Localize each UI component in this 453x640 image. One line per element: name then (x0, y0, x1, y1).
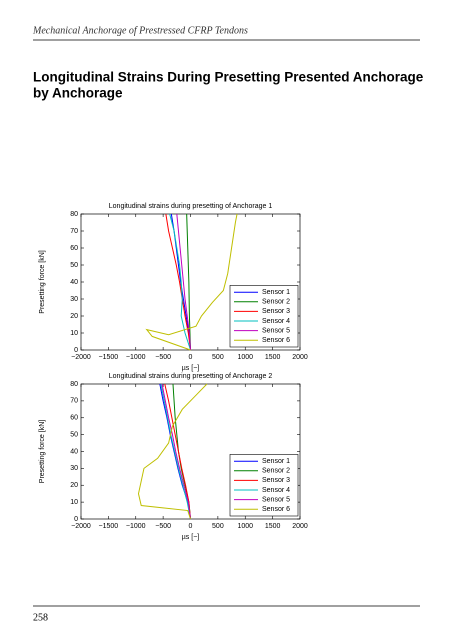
heading-line: by Anchorage (33, 86, 123, 101)
sensor-line (164, 383, 191, 520)
sensor-line (161, 383, 191, 520)
sensor-line (165, 213, 191, 351)
legend-label: Sensor 4 (262, 318, 290, 325)
x-tick-label: −500 (155, 354, 171, 361)
y-tick-label: 40 (70, 279, 78, 286)
y-tick-label: 50 (70, 262, 78, 269)
running-header: Mechanical Anchorage of Prestressed CFRP… (32, 25, 248, 36)
y-tick-label: 60 (70, 245, 78, 252)
x-tick-label: 2000 (292, 523, 308, 530)
x-tick-label: −1000 (126, 523, 146, 530)
y-tick-label: 60 (70, 415, 78, 422)
legend-label: Sensor 6 (262, 506, 290, 513)
legend-label: Sensor 3 (262, 308, 290, 315)
legend-box (229, 285, 299, 348)
legend-label: Sensor 5 (262, 496, 290, 503)
legend-label: Sensor 1 (262, 289, 290, 296)
y-tick-label: 10 (70, 330, 78, 337)
sensor-line (169, 213, 191, 351)
x-tick-label: 500 (212, 523, 224, 530)
y-tick-label: 50 (70, 431, 78, 438)
page-number: 258 (33, 612, 48, 623)
x-tick-label: 500 (212, 354, 224, 361)
sensor-line (160, 383, 191, 520)
x-tick-label: 1500 (265, 523, 281, 530)
sensor-line (145, 213, 238, 351)
y-tick-label: 70 (70, 398, 78, 405)
y-tick-label: 20 (70, 313, 78, 320)
y-tick-label: 80 (70, 381, 78, 388)
chart-title: Longitudinal strains during presetting o… (109, 203, 273, 210)
heading-line: Longitudinal Strains During Presetting P… (33, 70, 424, 85)
y-tick-label: 0 (74, 347, 78, 354)
x-tick-label: −2000 (71, 354, 91, 361)
legend-label: Sensor 2 (262, 299, 290, 306)
y-tick-label: 0 (74, 516, 78, 523)
legend-box (229, 454, 299, 517)
y-tick-label: 10 (70, 499, 78, 506)
legend-label: Sensor 2 (262, 468, 290, 475)
y-tick-label: 30 (70, 296, 78, 303)
x-tick-label: −1000 (126, 354, 146, 361)
legend-label: Sensor 6 (262, 337, 290, 344)
y-tick-label: 30 (70, 465, 78, 472)
x-tick-label: 0 (189, 354, 193, 361)
x-tick-label: −500 (155, 523, 171, 530)
x-axis-label: µs [−] (182, 534, 200, 541)
legend-label: Sensor 1 (262, 458, 290, 465)
y-axis-label: Presetting force [kN] (39, 250, 46, 313)
legend-label: Sensor 3 (262, 477, 290, 484)
legend-label: Sensor 4 (262, 487, 290, 494)
x-tick-label: 1000 (237, 523, 253, 530)
chart-title: Longitudinal strains during presetting o… (109, 373, 273, 380)
x-tick-label: 1000 (237, 354, 253, 361)
y-tick-label: 20 (70, 482, 78, 489)
x-tick-label: −1500 (99, 523, 119, 530)
x-tick-label: 2000 (292, 354, 308, 361)
x-tick-label: −1500 (99, 354, 119, 361)
legend-label: Sensor 5 (262, 327, 290, 334)
x-tick-label: 0 (189, 523, 193, 530)
y-tick-label: 70 (70, 228, 78, 235)
y-tick-label: 80 (70, 211, 78, 218)
y-tick-label: 40 (70, 448, 78, 455)
x-tick-label: −2000 (71, 523, 91, 530)
x-axis-label: µs [−] (182, 365, 200, 372)
sensor-line (176, 213, 191, 351)
x-tick-label: 1500 (265, 354, 281, 361)
y-axis-label: Presetting force [kN] (39, 420, 46, 483)
sensor-line (137, 383, 208, 520)
